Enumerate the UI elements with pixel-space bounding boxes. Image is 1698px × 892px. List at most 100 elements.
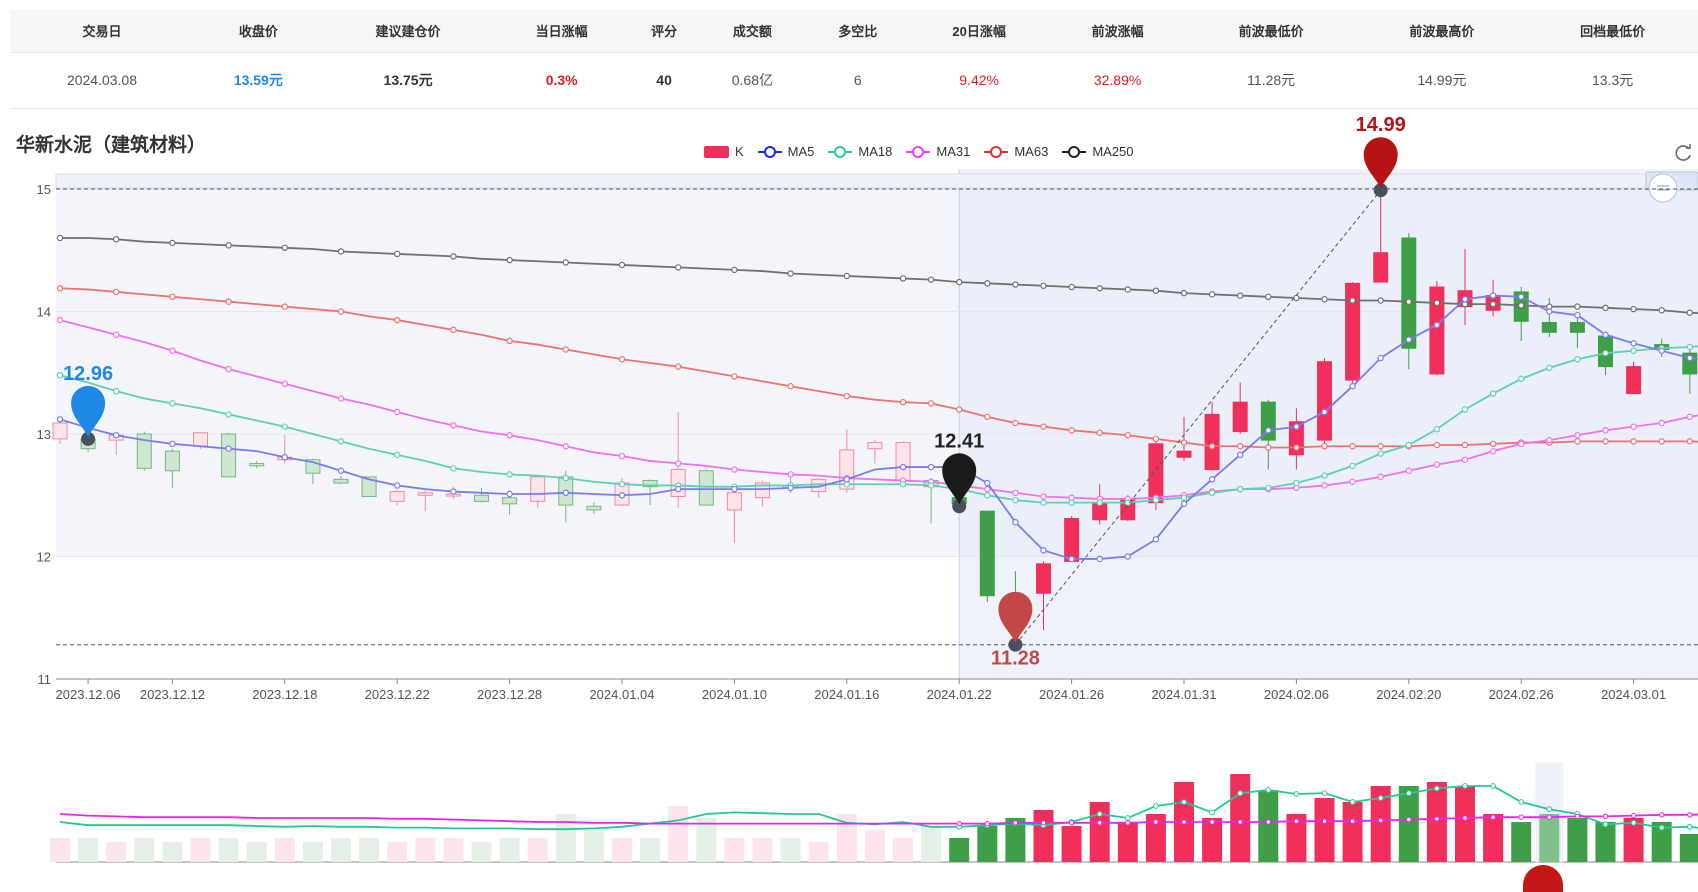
volume-bar xyxy=(808,842,829,862)
ma250-point xyxy=(394,250,401,258)
chart-markers: 12.96 12.41 11.28 14.99 xyxy=(63,114,1406,669)
ma250-point xyxy=(1658,307,1665,314)
volume-ma2-point xyxy=(984,820,990,827)
ma5-point xyxy=(1265,427,1272,434)
volume-bar xyxy=(302,842,323,862)
ma5-point xyxy=(1658,347,1665,354)
volume-ma2-point xyxy=(1602,813,1609,820)
value-prev-wave-low: 11.28元 xyxy=(1185,52,1357,109)
ma31-point xyxy=(1349,478,1356,485)
ma250-point xyxy=(927,276,935,283)
ma250-point xyxy=(1265,293,1272,300)
volume-bar xyxy=(1483,814,1504,862)
legend-item-k[interactable]: K xyxy=(704,144,744,159)
ma31-point xyxy=(562,443,570,450)
volume-ma-point xyxy=(1153,803,1159,809)
candle-body xyxy=(1345,282,1361,381)
volume-bar xyxy=(1679,834,1698,862)
legend-ma5-swatch xyxy=(757,145,782,158)
value-suggested-price: 13.75元 xyxy=(322,52,494,109)
legend-ma18-swatch xyxy=(828,145,853,158)
volume-ma2-point xyxy=(1265,819,1272,825)
ma63-point xyxy=(1602,438,1609,445)
value-trade-date: 2024.03.08 xyxy=(10,52,194,109)
refresh-icon[interactable] xyxy=(1672,142,1694,164)
legend-label-k: K xyxy=(735,144,744,159)
ma250-point xyxy=(843,272,851,280)
ma31-point xyxy=(112,331,120,338)
ma18-point xyxy=(1321,472,1328,479)
value-pullback-low: 13.3元 xyxy=(1527,52,1698,109)
ma250-point xyxy=(225,242,232,249)
volume-bar xyxy=(640,838,661,862)
ma5-point xyxy=(1546,308,1553,315)
legend-item-ma250[interactable]: MA250 xyxy=(1062,144,1134,159)
candle-body xyxy=(1176,450,1192,458)
ma250-point xyxy=(1152,287,1160,294)
ma31-point xyxy=(450,422,457,429)
ma250-point xyxy=(1012,281,1019,288)
value-day-change: 0.3% xyxy=(493,52,630,109)
volume-bar xyxy=(162,842,183,862)
candle-body xyxy=(698,470,714,506)
ma250-line xyxy=(60,237,1698,314)
ma18-point xyxy=(1602,349,1609,357)
volume-bar xyxy=(893,838,913,862)
ma63-point xyxy=(927,400,935,407)
ma5-point xyxy=(1489,292,1497,299)
ma63-point xyxy=(225,298,232,305)
legend-item-ma31[interactable]: MA31 xyxy=(906,144,970,159)
candle-body xyxy=(1626,366,1642,395)
volume-ma2-point xyxy=(1237,819,1243,825)
ma5-point xyxy=(899,463,907,471)
ma63-line xyxy=(59,287,1698,449)
ma18-point xyxy=(1124,499,1132,506)
legend-item-ma5[interactable]: MA5 xyxy=(757,144,814,159)
ma63-point xyxy=(562,346,570,353)
ma18-line xyxy=(59,345,1698,504)
candle-body xyxy=(867,442,883,450)
volume-marker-pin xyxy=(1523,865,1563,892)
ma250-point xyxy=(1489,300,1497,308)
ma63-point xyxy=(281,303,288,310)
volume-ma2-point xyxy=(1659,812,1665,818)
ma18-point xyxy=(169,400,176,407)
ma63-point xyxy=(1096,429,1103,436)
legend-item-ma63[interactable]: MA63 xyxy=(984,144,1048,159)
ma18-point xyxy=(281,423,288,430)
legend-item-ma18[interactable]: MA18 xyxy=(828,144,892,159)
ma63-point xyxy=(1208,443,1216,450)
volume-ma-point xyxy=(1518,799,1525,805)
chart-background xyxy=(55,169,1698,679)
x-tick-label: 2024.03.01 xyxy=(1601,687,1666,702)
ma5-point xyxy=(1405,336,1413,343)
volume-ma2-point xyxy=(1012,820,1019,826)
ma250-point xyxy=(1377,297,1384,304)
y-axis: 11 12 13 14 15 xyxy=(37,182,51,687)
volume-bar xyxy=(274,838,295,862)
chart-title: 华新水泥（建筑材料） xyxy=(16,135,207,156)
high-marker-pin xyxy=(1363,137,1398,189)
value-prev-wave-high: 14.99元 xyxy=(1356,52,1528,109)
volume-bar xyxy=(949,838,970,862)
x-tick-label: 2024.01.04 xyxy=(589,687,654,702)
ma250-point xyxy=(1349,297,1356,304)
data-zoom-grip xyxy=(1648,173,1678,203)
stock-info-table: 交易日 收盘价 建议建仓价 当日涨幅 评分 成交额 多空比 20日涨幅 前波涨幅… xyxy=(10,10,1698,109)
ma31-point xyxy=(1433,461,1441,468)
y-tick-label: 11 xyxy=(38,672,52,687)
ma18-point xyxy=(1517,375,1525,383)
ma63-point xyxy=(1180,439,1188,446)
ma31-point xyxy=(1489,447,1497,455)
volume-bar xyxy=(724,838,745,862)
volume-bar xyxy=(331,838,351,862)
ma63-point xyxy=(506,337,513,345)
ma5-point xyxy=(112,432,120,439)
ma63-point xyxy=(787,383,794,390)
volume-bar xyxy=(977,826,998,862)
ma63-point xyxy=(1658,438,1665,445)
ma5-point xyxy=(787,484,794,492)
candle-body xyxy=(726,492,742,511)
value-prev-wave-change: 32.89% xyxy=(1049,52,1186,109)
volume-ma-point xyxy=(1124,815,1131,821)
